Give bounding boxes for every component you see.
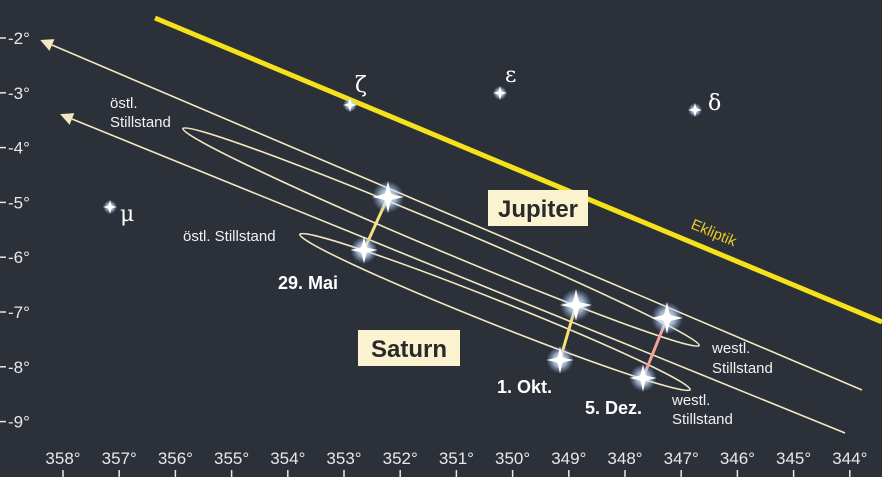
annotation: östl. Stillstand [183,228,276,245]
x-tick-label: 344° [832,449,867,468]
star-label: δ [708,91,721,116]
x-tick-label: 346° [720,449,755,468]
star-label: μ [120,202,134,227]
y-tick-label: -9° [8,413,30,432]
x-tick-label: 357° [102,449,137,468]
x-tick-label: 348° [607,449,642,468]
saturn-position [350,236,377,263]
star [103,200,117,214]
y-tick-label: -3° [8,84,30,103]
x-tick-label: 351° [439,449,474,468]
date-label: 5. Dez. [585,398,642,418]
planet-label: Saturn [371,336,447,363]
x-tick-label: 345° [776,449,811,468]
y-tick-label: -7° [8,303,30,322]
x-tick-label: 349° [551,449,586,468]
sky-chart: Ekliptik ζ ε δ μ Jupiter Saturn 29. Mai … [0,0,882,477]
y-tick-label: -8° [8,358,30,377]
x-tick-label: 353° [326,449,361,468]
x-tick-label: 356° [158,449,193,468]
star [688,103,702,117]
date-label: 29. Mai [278,273,338,293]
y-tick-label: -4° [8,139,30,158]
y-tick-label: -5° [8,193,30,212]
annotation: östl. [110,95,138,112]
annotation: Stillstand [110,114,171,131]
star-label: ε [505,63,516,88]
planet-label: Jupiter [498,196,578,223]
x-tick-label: 358° [45,449,80,468]
star [343,98,357,112]
jupiter-position [372,181,404,213]
annotation: Stillstand [712,360,773,377]
annotation: Stillstand [672,411,733,428]
annotation: westl. [711,340,750,357]
star [493,86,507,100]
jupiter-position [651,302,683,334]
y-tick-label: -6° [8,248,30,267]
annotation: westl. [671,392,710,409]
star-label: ζ [355,73,367,98]
x-tick-label: 355° [214,449,249,468]
saturn-position [546,346,573,373]
x-tick-label: 350° [495,449,530,468]
x-tick-label: 354° [270,449,305,468]
x-tick-label: 347° [664,449,699,468]
date-label: 1. Okt. [497,377,552,397]
jupiter-position [560,289,592,321]
saturn-position [629,364,656,391]
x-tick-label: 352° [383,449,418,468]
background [0,0,882,477]
y-tick-label: -2° [8,29,30,48]
